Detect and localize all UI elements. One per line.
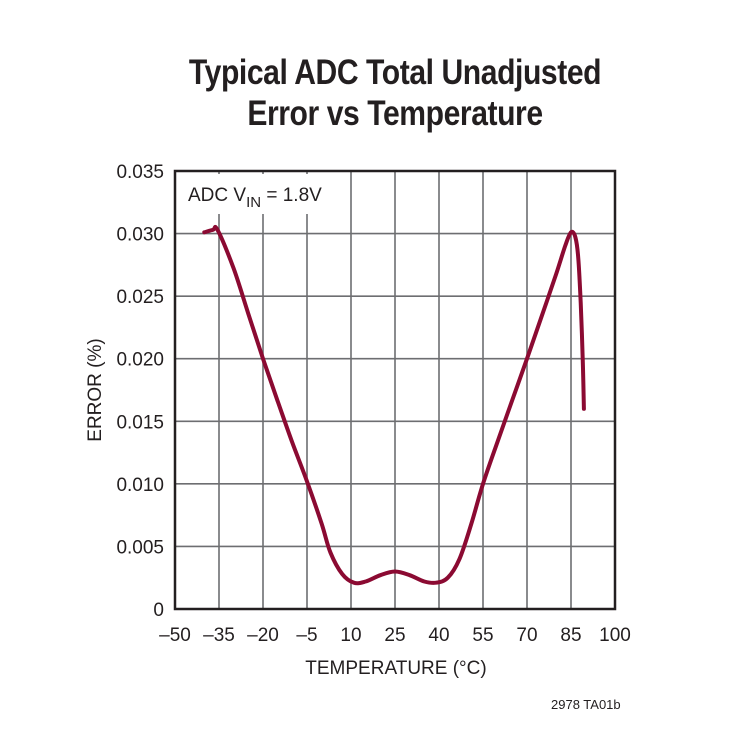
chart-title: Typical ADC Total Unadjusted Error vs Te… (55, 52, 734, 134)
y-tick-label: 0.010 (116, 475, 164, 496)
x-tick-label: 85 (560, 625, 581, 646)
y-tick-label: 0.035 (116, 162, 164, 183)
x-tick-label: –20 (247, 625, 279, 646)
x-tick-label: 100 (599, 625, 631, 646)
y-tick-label: 0.005 (116, 537, 164, 558)
y-tick-label: 0 (153, 600, 164, 621)
x-axis-label: TEMPERATURE (°C) (305, 658, 486, 679)
x-tick-label: –5 (296, 625, 317, 646)
y-axis-tick-labels: 0 0.005 0.010 0.015 0.020 0.025 0.030 0.035 (116, 162, 164, 621)
y-axis-label: ERROR (%) (85, 338, 106, 441)
x-tick-label: 70 (516, 625, 537, 646)
error-curve (202, 224, 586, 586)
y-tick-label: 0.015 (116, 412, 164, 433)
x-tick-label: 55 (472, 625, 493, 646)
chart-title-line-1: Typical ADC Total Unadjusted (188, 53, 602, 92)
annotation-background (179, 174, 337, 214)
figure-code: 2978 TA01b (551, 697, 621, 712)
x-tick-label: 25 (384, 625, 405, 646)
plot-frame (173, 169, 617, 611)
grid-lines (175, 171, 615, 609)
x-axis-tick-labels: –50 –35 –20 –5 10 25 40 55 70 85 100 (159, 625, 631, 646)
chart-title-line-2: Error vs Temperature (247, 94, 543, 133)
y-tick-label: 0.025 (116, 287, 164, 308)
annotation-vin: ADC VIN = 1.8V (188, 185, 322, 211)
y-tick-label: 0.020 (116, 350, 164, 371)
x-tick-label: –50 (159, 625, 191, 646)
x-tick-label: –35 (203, 625, 235, 646)
y-tick-label: 0.030 (116, 225, 164, 246)
x-tick-label: 40 (428, 625, 449, 646)
x-tick-label: 10 (340, 625, 361, 646)
